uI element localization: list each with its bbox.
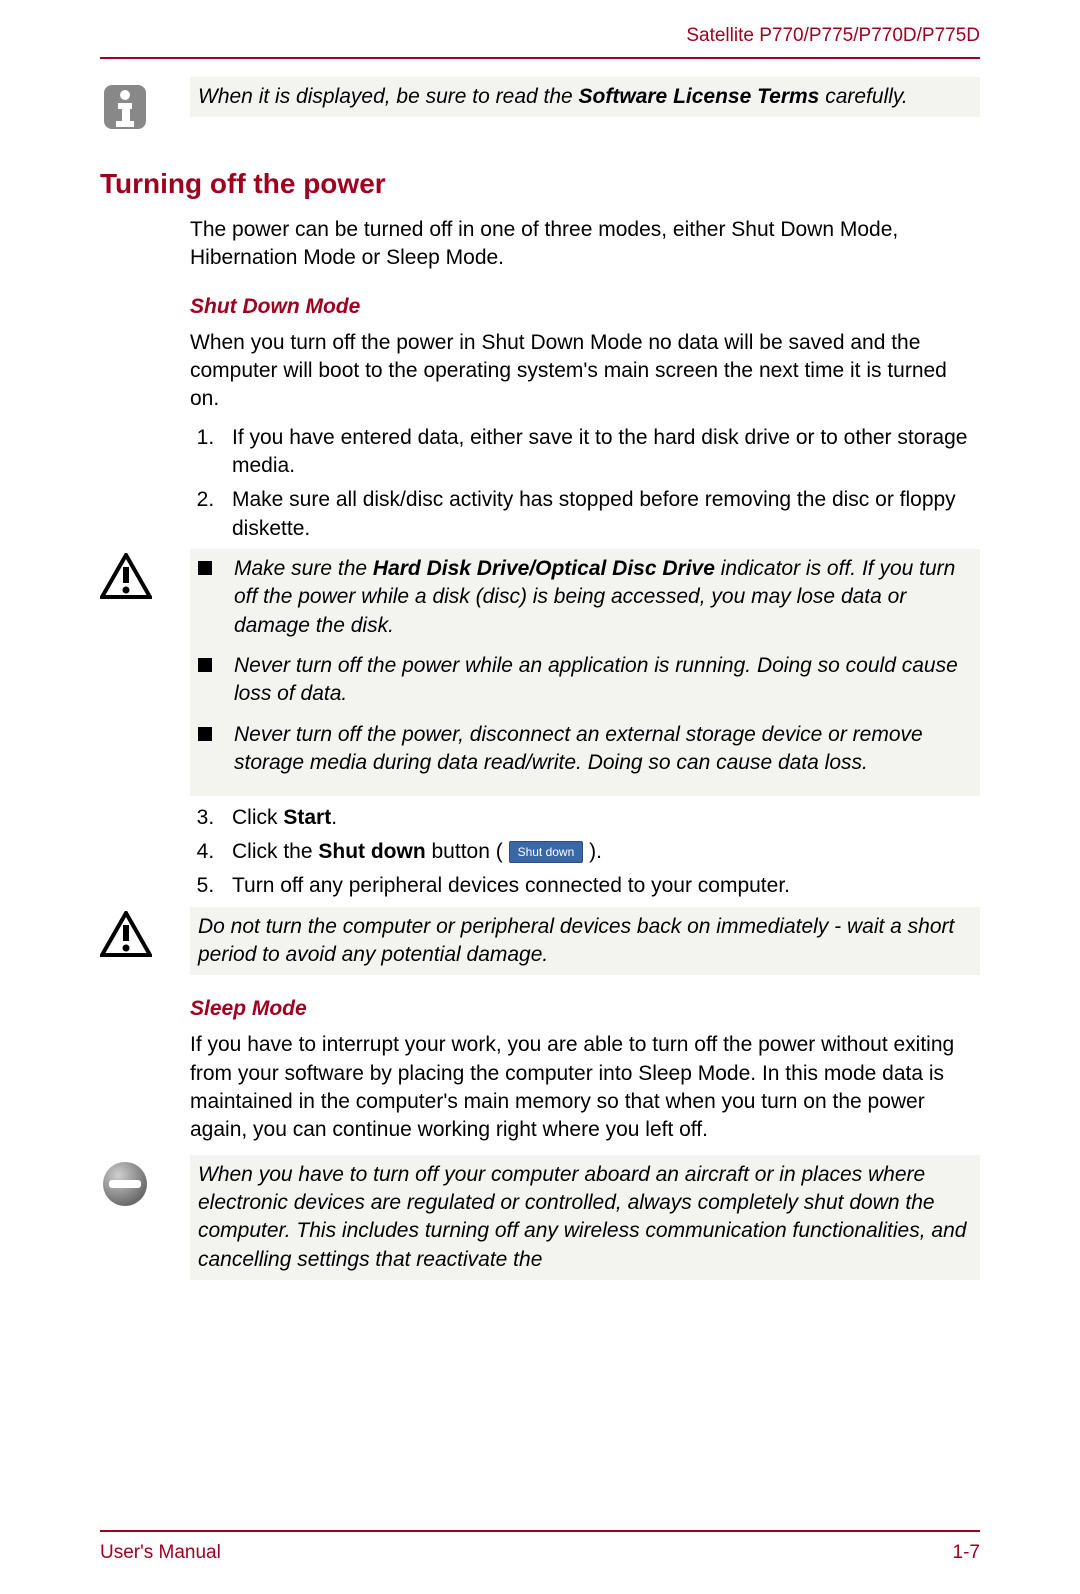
text: Never turn off the power, disconnect an … <box>234 721 972 778</box>
footer-left: User's Manual <box>100 1542 221 1564</box>
section-title: Turning off the power <box>100 168 980 200</box>
list-item: Click Start. <box>220 804 980 832</box>
text: Never turn off the power while an applic… <box>234 652 972 709</box>
text: When it is displayed, be sure to read th… <box>198 85 579 108</box>
list-item: Turn off any peripheral devices connecte… <box>220 872 980 900</box>
text: Make sure the <box>234 557 373 580</box>
list-item: Never turn off the power, disconnect an … <box>198 721 972 778</box>
text: button ( <box>426 840 509 863</box>
list-item: Click the Shut down button ( Shut down )… <box>220 838 980 866</box>
list-item: Make sure the Hard Disk Drive/Optical Di… <box>198 555 972 640</box>
text: Click the <box>232 840 318 863</box>
info-note-text: When it is displayed, be sure to read th… <box>190 77 980 117</box>
shutdown-intro: When you turn off the power in Shut Down… <box>190 329 980 414</box>
prohibition-block: When you have to turn off your computer … <box>100 1155 980 1280</box>
warning-block-1: Make sure the Hard Disk Drive/Optical Di… <box>100 549 980 795</box>
subsection-sleep: Sleep Mode <box>190 997 980 1021</box>
shutdown-button-image: Shut down <box>509 841 584 863</box>
text-bold: Start <box>283 806 331 829</box>
warning-text: Make sure the Hard Disk Drive/Optical Di… <box>190 549 980 795</box>
text: . <box>331 806 337 829</box>
text-bold: Software License Terms <box>579 85 820 108</box>
caution-icon <box>100 907 190 959</box>
text: ). <box>583 840 602 863</box>
warning-text: Do not turn the computer or peripheral d… <box>190 907 980 976</box>
info-note-block: When it is displayed, be sure to read th… <box>100 77 980 133</box>
shutdown-steps-1-2: If you have entered data, either save it… <box>190 424 980 543</box>
sleep-intro: If you have to interrupt your work, you … <box>190 1031 980 1144</box>
text: Click <box>232 806 283 829</box>
caution-icon <box>100 549 190 601</box>
list-item: If you have entered data, either save it… <box>220 424 980 481</box>
page: Satellite P770/P775/P770D/P775D When it … <box>0 0 1080 1594</box>
list-item: Never turn off the power while an applic… <box>198 652 972 709</box>
prohibition-icon <box>100 1155 190 1209</box>
shutdown-steps-3-5: Click Start. Click the Shut down button … <box>190 804 980 901</box>
section-intro: The power can be turned off in one of th… <box>190 216 980 273</box>
footer: User's Manual 1-7 <box>100 1530 980 1564</box>
text: carefully. <box>819 85 907 108</box>
text-bold: Hard Disk Drive/Optical Disc Drive <box>373 557 715 580</box>
subsection-shutdown: Shut Down Mode <box>190 295 980 319</box>
header-product: Satellite P770/P775/P770D/P775D <box>100 25 980 59</box>
footer-right: 1-7 <box>953 1542 980 1564</box>
prohibition-text: When you have to turn off your computer … <box>190 1155 980 1280</box>
info-icon <box>100 77 190 133</box>
list-item: Make sure all disk/disc activity has sto… <box>220 486 980 543</box>
warning-block-2: Do not turn the computer or peripheral d… <box>100 907 980 976</box>
text-bold: Shut down <box>318 840 425 863</box>
